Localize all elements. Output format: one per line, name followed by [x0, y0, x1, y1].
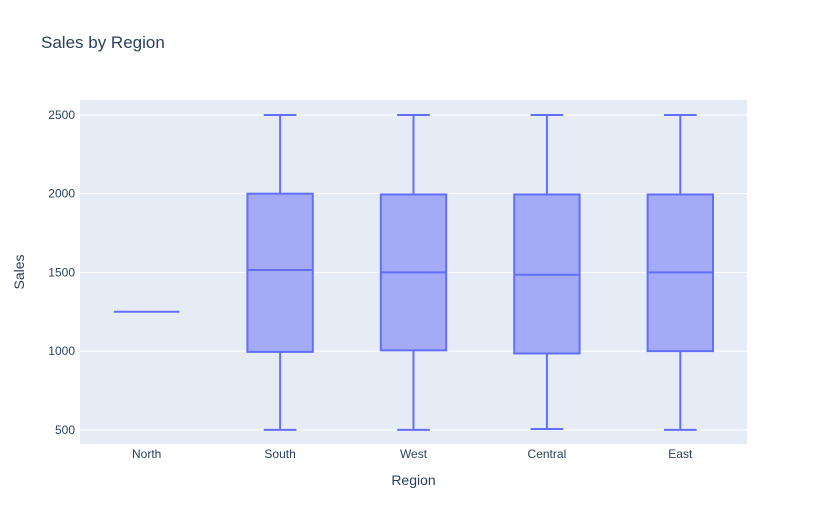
y-tick-label: 500: [55, 423, 75, 437]
box-west: [379, 113, 448, 431]
y-tick-label: 1500: [48, 265, 75, 279]
boxes: [114, 113, 714, 431]
x-tick-label: East: [668, 447, 693, 461]
iqr-box: [246, 192, 314, 353]
y-tick-label: 2500: [48, 108, 75, 122]
x-tick-label: North: [132, 447, 161, 461]
box-south: [246, 113, 314, 431]
box-central: [513, 113, 581, 431]
y-axis-title: Sales: [11, 254, 27, 289]
x-tick-label: West: [400, 447, 428, 461]
y-tick-label: 2000: [48, 187, 75, 201]
box-east: [646, 113, 714, 431]
y-tick-label: 1000: [48, 344, 75, 358]
x-axis-title: Region: [391, 472, 435, 488]
chart-title: Sales by Region: [41, 33, 165, 52]
x-tick-label: South: [264, 447, 295, 461]
y-tick-labels: 500 1000 1500 2000 2500: [48, 108, 75, 437]
x-tick-label: Central: [528, 447, 567, 461]
x-tick-labels: North South West Central East: [132, 447, 693, 461]
